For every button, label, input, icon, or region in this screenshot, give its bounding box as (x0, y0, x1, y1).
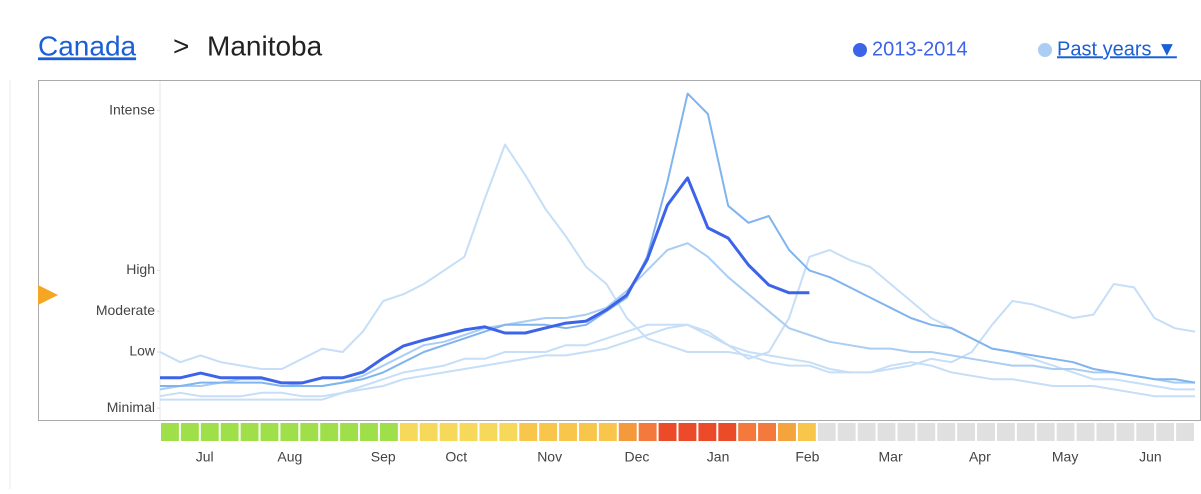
activity-square (419, 423, 438, 441)
x-tick-label: Apr (969, 449, 991, 465)
activity-square (817, 423, 836, 441)
y-tick-label: Minimal (107, 399, 155, 415)
current-level-marker (38, 285, 58, 305)
past-season-line (159, 323, 1195, 398)
x-tick-label: May (1052, 449, 1078, 465)
activity-square (917, 423, 936, 441)
activity-square (658, 423, 677, 441)
activity-square (1176, 423, 1194, 441)
x-tick-label: Feb (795, 449, 819, 465)
activity-square (519, 423, 538, 441)
activity-square (240, 423, 259, 441)
activity-square (1016, 423, 1035, 441)
activity-square (280, 423, 299, 441)
activity-square (977, 423, 995, 441)
activity-square (857, 423, 876, 441)
x-tick-label: Sep (371, 449, 396, 465)
legend-dot (1038, 43, 1052, 57)
activity-square (996, 423, 1015, 441)
past-season-line (159, 143, 1196, 374)
activity-square (399, 423, 418, 441)
activity-square (1156, 423, 1175, 441)
x-tick-label: Dec (624, 449, 649, 465)
y-tick-label: Moderate (96, 302, 155, 318)
region-title: Manitoba (207, 30, 323, 61)
activity-square (539, 423, 558, 441)
activity-square (837, 423, 856, 441)
x-tick-label: Nov (537, 449, 562, 465)
activity-square (598, 423, 617, 441)
activity-square (778, 423, 796, 441)
x-tick-label: Jan (707, 449, 730, 465)
activity-square (260, 423, 279, 441)
legend-label[interactable]: Past years ▼ (1057, 38, 1177, 60)
activity-square (797, 423, 816, 441)
activity-square (1036, 423, 1055, 441)
activity-square (220, 423, 239, 441)
activity-square (300, 423, 319, 441)
activity-square (1076, 423, 1095, 441)
x-tick-label: Mar (879, 449, 903, 465)
activity-square (698, 423, 717, 441)
activity-square (897, 423, 916, 441)
activity-square (738, 423, 757, 441)
activity-square (957, 423, 976, 441)
activity-square (718, 423, 737, 441)
activity-square (618, 423, 637, 441)
activity-square (1096, 423, 1115, 441)
breadcrumb-link[interactable]: Canada (38, 30, 137, 61)
activity-square (1116, 423, 1135, 441)
activity-square (678, 423, 697, 441)
activity-square (559, 423, 577, 441)
past-season-line (160, 249, 1195, 401)
activity-square (758, 423, 777, 441)
activity-square (340, 423, 359, 441)
breadcrumb-separator: > (173, 30, 189, 61)
x-tick-label: Jun (1139, 449, 1162, 465)
activity-square (379, 423, 398, 441)
activity-square (1136, 423, 1155, 441)
y-tick-label: Low (129, 343, 156, 359)
activity-square (479, 423, 498, 441)
x-tick-label: Jul (196, 449, 214, 465)
y-tick-label: Intense (109, 101, 155, 117)
activity-square (937, 423, 956, 441)
past-season-line (160, 92, 1196, 387)
activity-square (638, 423, 657, 441)
legend-label: 2013-2014 (872, 38, 968, 60)
activity-square (360, 423, 378, 441)
legend-dot (853, 43, 867, 57)
y-tick-label: High (126, 261, 155, 277)
plot-frame (38, 80, 1201, 421)
activity-square (1056, 423, 1075, 441)
activity-square (499, 423, 518, 441)
current-season-line (160, 176, 810, 385)
activity-square (578, 423, 597, 441)
activity-square (180, 423, 199, 441)
activity-square (161, 423, 179, 441)
x-tick-label: Aug (277, 449, 302, 465)
activity-square (459, 423, 478, 441)
activity-square (320, 423, 339, 441)
x-tick-label: Oct (445, 449, 467, 465)
activity-square (439, 423, 458, 441)
activity-square (200, 423, 219, 441)
activity-square (877, 423, 896, 441)
